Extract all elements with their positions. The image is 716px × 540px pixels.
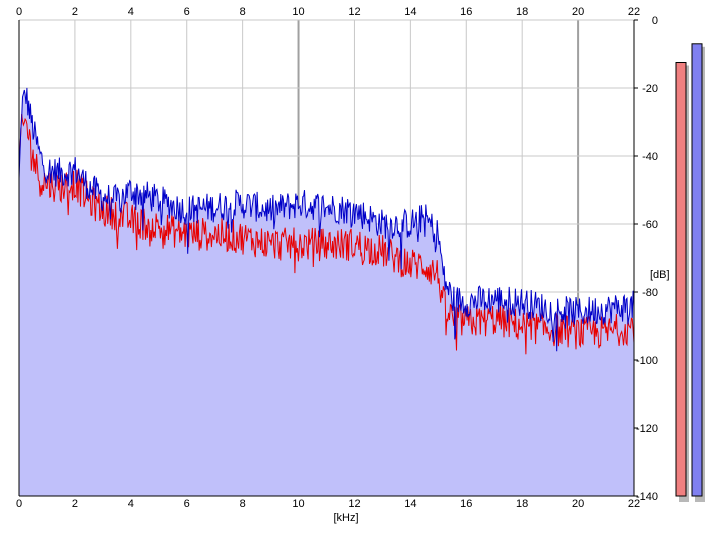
x-tick-label-top: 0 <box>16 6 22 18</box>
x-tick-label-top: 14 <box>404 6 416 18</box>
y-tick-label: -20 <box>642 83 658 95</box>
y-tick-label: 0 <box>652 15 658 27</box>
level-meter-left <box>675 62 687 497</box>
y-axis-label: [dB] <box>650 269 670 281</box>
level-meters <box>675 43 705 503</box>
level-meter-right <box>691 43 703 497</box>
x-tick-label-top: 8 <box>240 6 246 18</box>
y-tick-label: -140 <box>636 491 658 503</box>
x-tick-label-top: 20 <box>572 6 584 18</box>
x-tick-label: 10 <box>292 498 304 510</box>
x-tick-label: 4 <box>128 498 134 510</box>
x-axis-label: [kHz] <box>333 512 358 524</box>
x-tick-label: 18 <box>516 498 528 510</box>
x-tick-label: 22 <box>628 498 640 510</box>
x-tick-label-top: 22 <box>628 6 640 18</box>
series-line-blue <box>18 87 635 352</box>
y-tick-label: -60 <box>642 219 658 231</box>
axes: 002244668810101212141416161818202022220-… <box>16 6 658 510</box>
x-tick-label-top: 18 <box>516 6 528 18</box>
x-tick-label: 20 <box>572 498 584 510</box>
spectrum-fill <box>19 87 634 497</box>
x-tick-label-top: 4 <box>128 6 134 18</box>
x-tick-label-top: 16 <box>460 6 472 18</box>
x-tick-label: 8 <box>240 498 246 510</box>
x-tick-label: 2 <box>72 498 78 510</box>
x-tick-label: 16 <box>460 498 472 510</box>
series-layer <box>18 87 635 497</box>
x-tick-label-top: 10 <box>292 6 304 18</box>
x-tick-label: 0 <box>16 498 22 510</box>
y-tick-label: -80 <box>642 287 658 299</box>
y-tick-label: -120 <box>636 423 658 435</box>
x-tick-label-top: 12 <box>348 6 360 18</box>
x-tick-label: 12 <box>348 498 360 510</box>
x-tick-label-top: 2 <box>72 6 78 18</box>
x-tick-label: 6 <box>184 498 190 510</box>
x-tick-label-top: 6 <box>184 6 190 18</box>
x-tick-label: 14 <box>404 498 416 510</box>
y-tick-label: -100 <box>636 355 658 367</box>
y-tick-label: -40 <box>642 151 658 163</box>
